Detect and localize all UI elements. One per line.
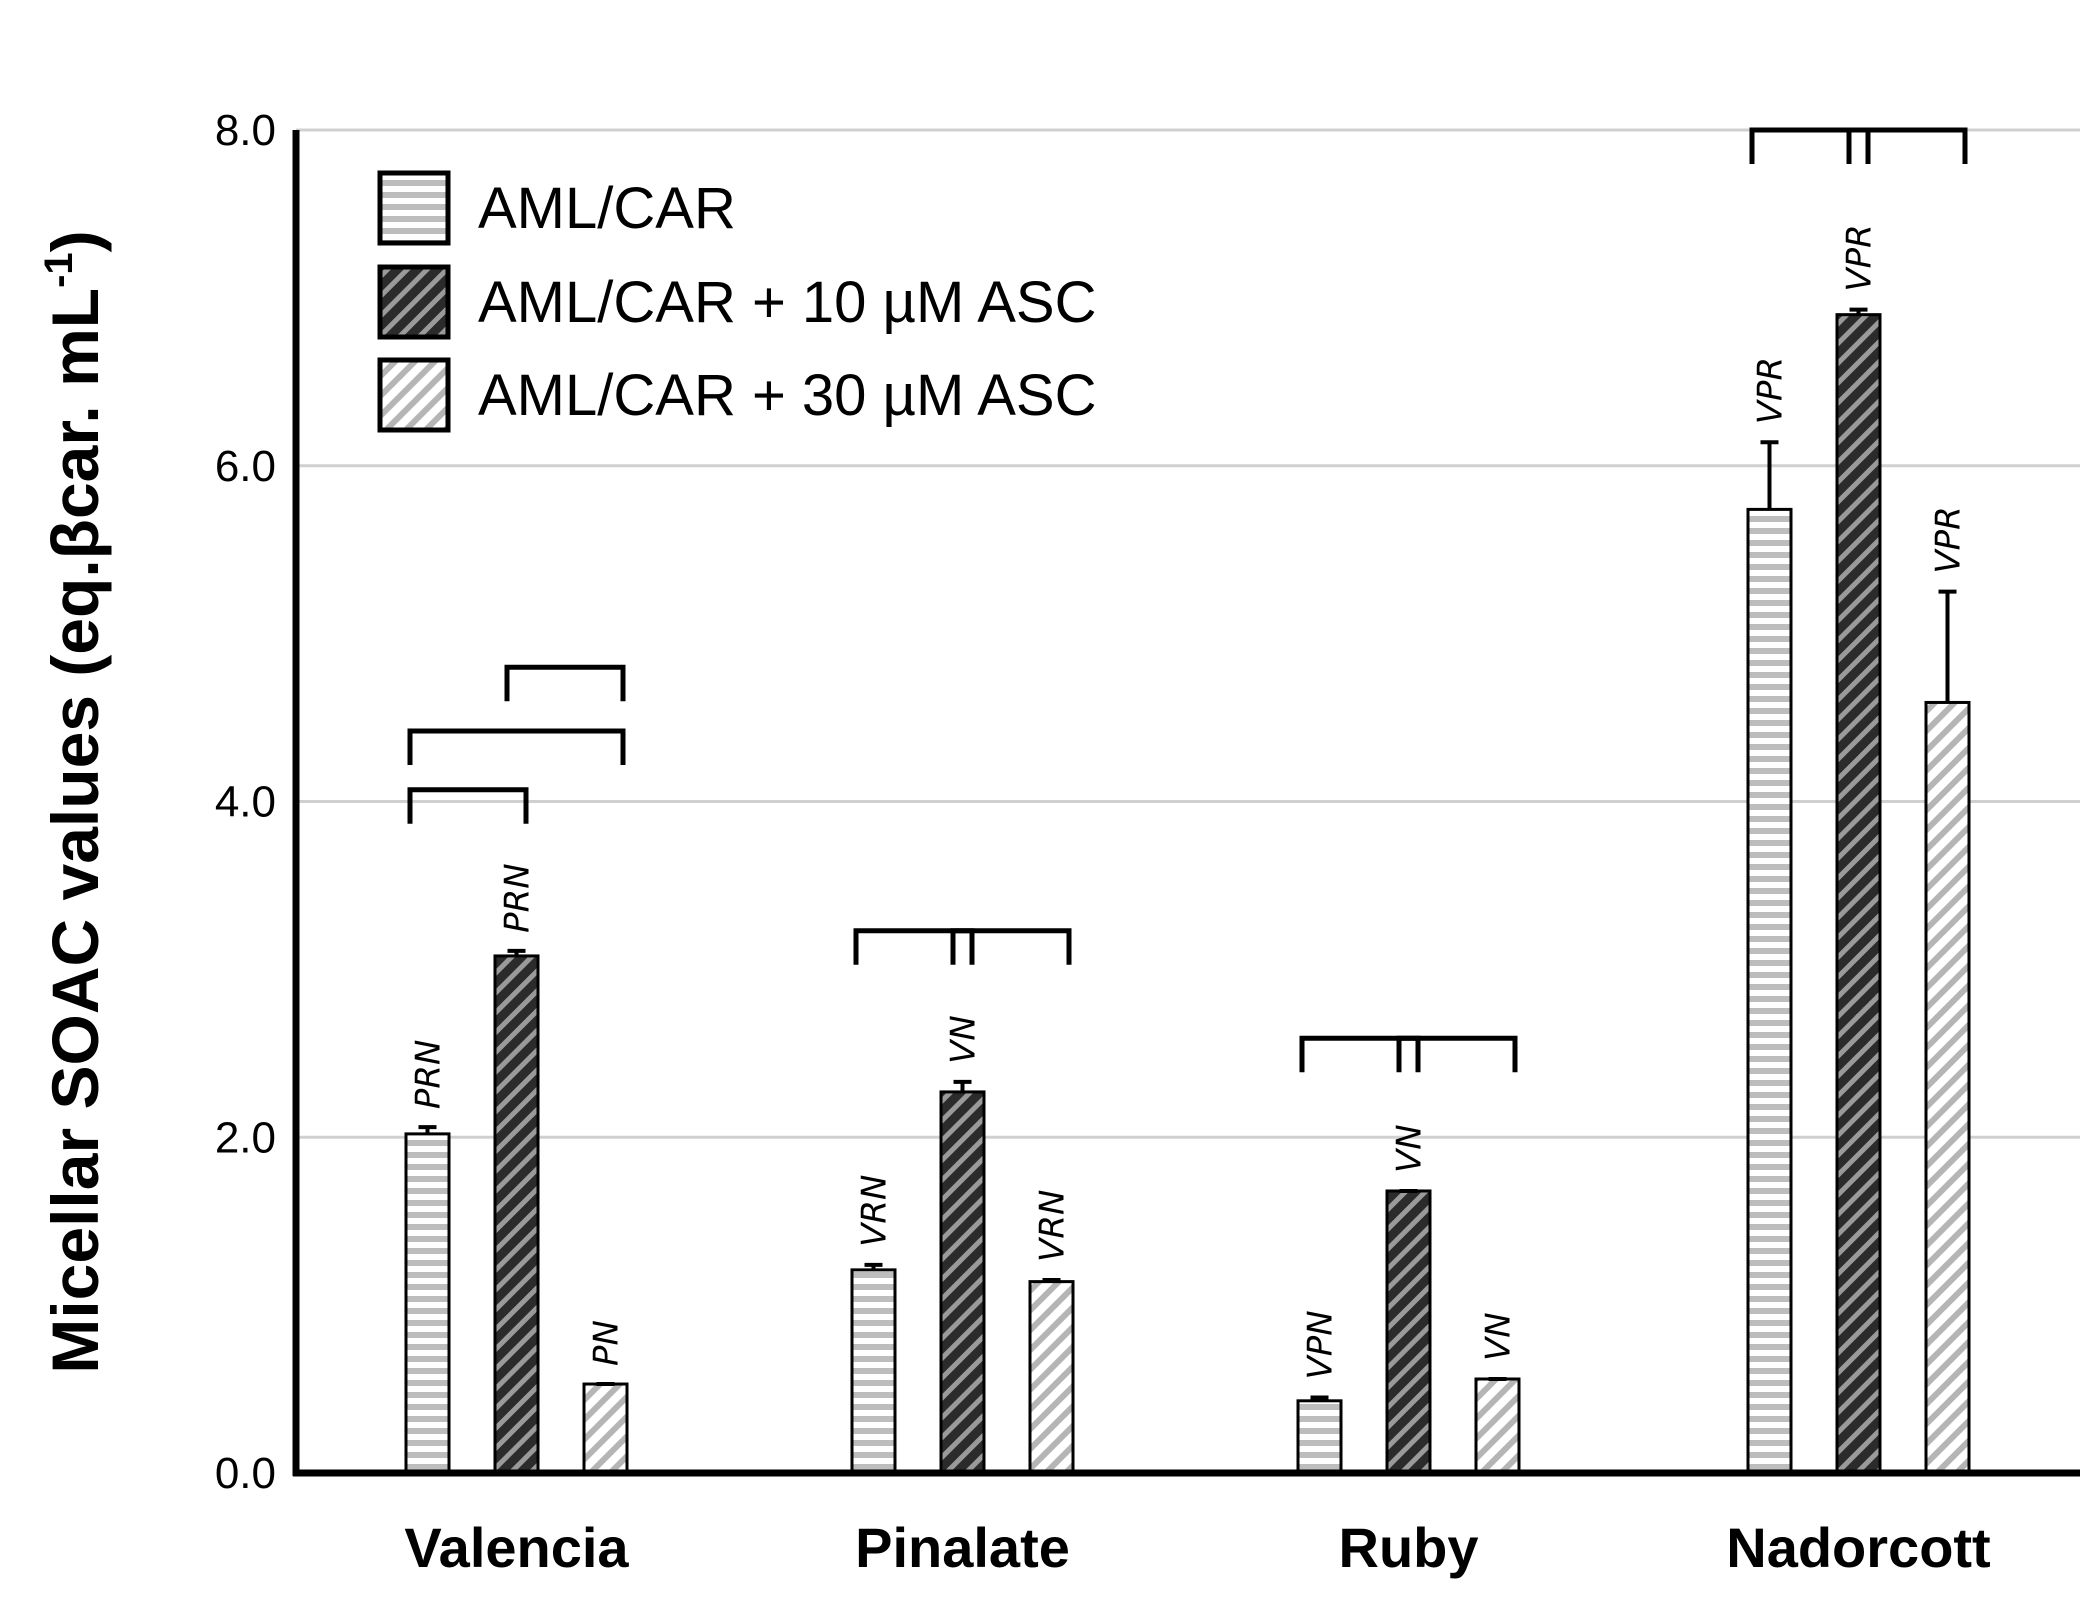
bars (404, 307, 1971, 1475)
legend: AML/CAR AML/CAR + 10 µM ASC AML/CAR + 30 µ… (377, 170, 1096, 433)
legend-swatch (377, 357, 451, 433)
legend-swatch (377, 170, 451, 246)
bar (1924, 700, 1971, 1475)
bar-significance-label: VPR (1840, 224, 1880, 291)
legend-swatch (377, 264, 451, 340)
comparison-bracket (950, 928, 1072, 965)
y-tick-label: 0.0 (215, 1449, 276, 1498)
bar (939, 1090, 986, 1475)
bar (1385, 1189, 1432, 1475)
comparison-bracket (504, 664, 626, 702)
y-tick-label: 6.0 (215, 442, 276, 491)
labels: PRN VRN VPN VPR PRN VN VN VPR PN VRN VN VPR (407, 127, 1969, 1379)
bar (1835, 313, 1882, 1475)
bar-significance-label: VPN (1301, 1310, 1341, 1379)
y-tick-label: 8.0 (215, 106, 276, 155)
bar-significance-label: VN (944, 1015, 984, 1064)
bar-significance-label: VPR (1929, 506, 1969, 573)
bar-significance-label: VRN (1033, 1190, 1073, 1262)
x-category-label: Ruby (1339, 1516, 1479, 1579)
bar-significance-label: VPR (1751, 357, 1791, 424)
comparison-bracket (1846, 127, 1968, 164)
bar-significance-label: VN (1479, 1312, 1519, 1361)
bar (404, 1132, 451, 1475)
bar (582, 1382, 629, 1475)
bar-significance-label: PRN (409, 1040, 449, 1110)
bar-significance-label: PRN (498, 863, 538, 933)
bar (1296, 1399, 1343, 1475)
comparison-bracket (407, 728, 626, 765)
bar (850, 1268, 897, 1475)
legend-label: AML/CAR + 10 µM ASC (478, 270, 1096, 335)
x-category-label: Valencia (404, 1516, 629, 1579)
comparison-bracket (407, 787, 529, 824)
bar (1474, 1377, 1521, 1475)
bar (1746, 507, 1793, 1475)
comparison-bracket (1749, 127, 1871, 164)
bar-significance-label: VRN (855, 1175, 895, 1247)
x-category-label: Nadorcott (1726, 1516, 1990, 1579)
y-axis-title-main: Micellar SOAC values (eq.βcar. mL (38, 288, 112, 1374)
axes: 0.0 2.0 4.0 6.0 8.0 Valencia Pinalate Ruby Nador… (37, 106, 2080, 1579)
x-category-label: Pinalate (855, 1516, 1070, 1579)
bar-significance-label: VN (1390, 1124, 1430, 1173)
bar (1028, 1280, 1075, 1475)
legend-label: AML/CAR (478, 176, 736, 241)
y-axis-title: Micellar SOAC values (eq.βcar. mL-1) (37, 230, 112, 1373)
comparison-bracket (1396, 1035, 1518, 1073)
y-tick-label: 4.0 (215, 778, 276, 827)
y-axis-title-superscript: -1 (37, 252, 81, 288)
comparison-bracket (853, 928, 975, 965)
bar-significance-label: PN (587, 1320, 627, 1366)
y-tick-label: 2.0 (215, 1113, 276, 1162)
bar (493, 954, 540, 1475)
y-axis-title-close: ) (38, 230, 112, 252)
comparison-bracket (1299, 1035, 1421, 1073)
legend-label: AML/CAR + 30 µM ASC (478, 363, 1096, 428)
